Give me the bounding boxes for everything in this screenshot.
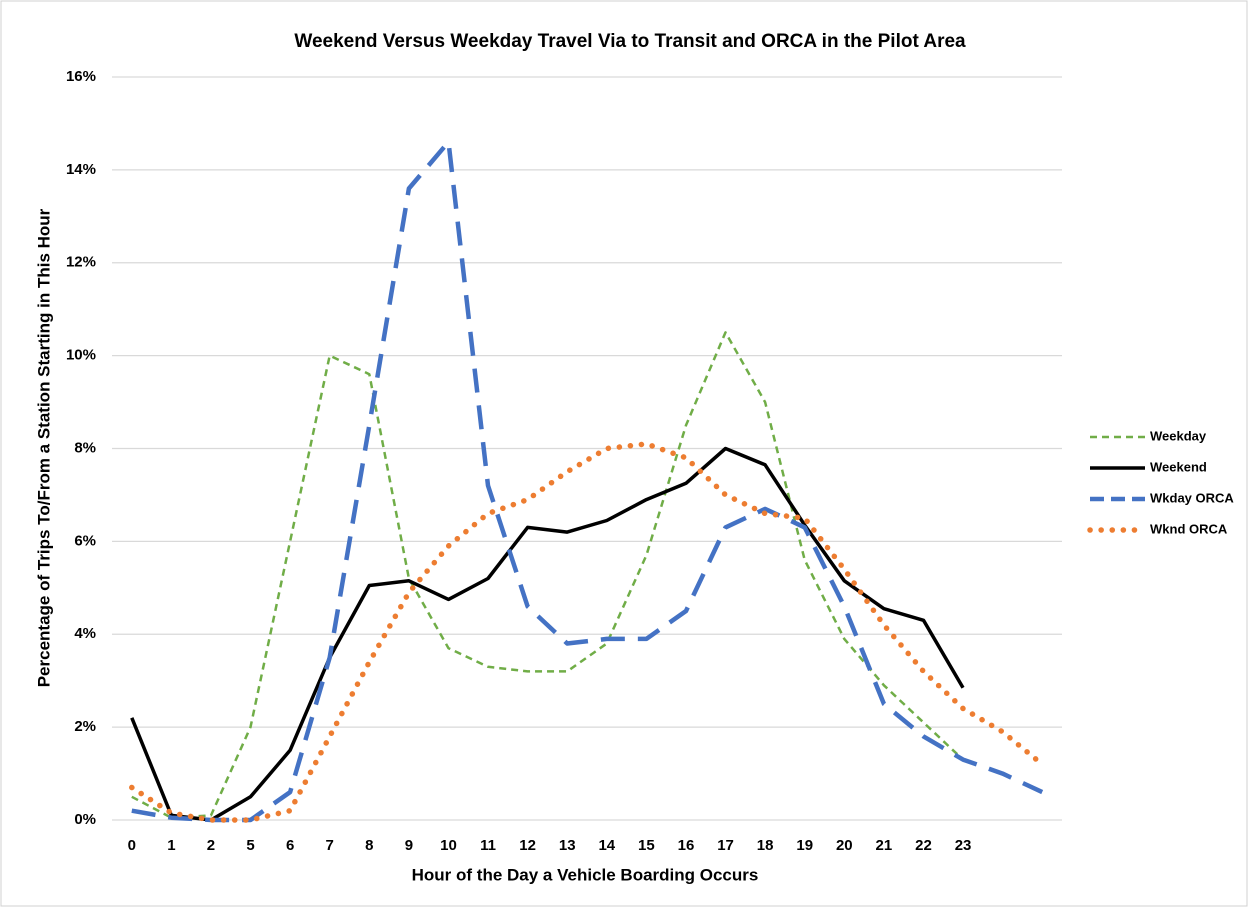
x-axis-label: Hour of the Day a Vehicle Boarding Occur… [412, 865, 759, 884]
x-tick-label: 8 [365, 837, 373, 854]
legend-label: Wkday ORCA [1150, 490, 1234, 505]
x-tick-label: 16 [678, 837, 695, 854]
y-tick-label: 14% [66, 161, 96, 178]
y-tick-label: 8% [74, 439, 96, 456]
y-tick-label: 16% [66, 68, 96, 85]
series-line [131, 331, 964, 819]
chart-title: Weekend Versus Weekday Travel Via to Tra… [294, 31, 966, 52]
x-tick-label: 14 [598, 837, 615, 854]
x-tick-label: 11 [480, 837, 496, 854]
x-tick-label: 19 [796, 837, 813, 854]
x-tick-label: 21 [876, 837, 893, 854]
legend-label: Wknd ORCA [1150, 521, 1228, 536]
y-axis-label: Percentage of Trips To/From a Station St… [34, 208, 53, 687]
x-tick-label: 1 [167, 837, 175, 854]
x-tick-label: 13 [559, 837, 576, 854]
series-line [130, 446, 965, 822]
series-line [129, 441, 1045, 823]
x-tick-label: 6 [286, 837, 294, 854]
x-tick-label: 10 [440, 837, 457, 854]
x-tick-label: 7 [326, 837, 334, 854]
series-line [131, 139, 1044, 823]
x-tick-label: 20 [836, 837, 853, 854]
x-tick-label: 18 [757, 837, 774, 854]
y-tick-label: 2% [74, 718, 96, 735]
x-tick-label: 17 [717, 837, 734, 854]
x-tick-label: 23 [955, 837, 972, 854]
legend-label: Weekday [1150, 428, 1207, 443]
y-tick-label: 12% [66, 254, 96, 271]
y-tick-label: 10% [66, 347, 96, 364]
x-tick-label: 0 [128, 837, 136, 854]
x-tick-label: 5 [246, 837, 254, 854]
y-tick-label: 6% [74, 532, 96, 549]
x-tick-label: 12 [519, 837, 536, 854]
y-tick-label: 0% [74, 811, 96, 828]
x-tick-label: 22 [915, 837, 932, 854]
x-tick-label: 9 [405, 837, 413, 854]
y-tick-label: 4% [74, 625, 96, 642]
legend-label: Weekend [1150, 459, 1207, 474]
x-tick-label: 2 [207, 837, 215, 854]
x-tick-label: 15 [638, 837, 655, 854]
